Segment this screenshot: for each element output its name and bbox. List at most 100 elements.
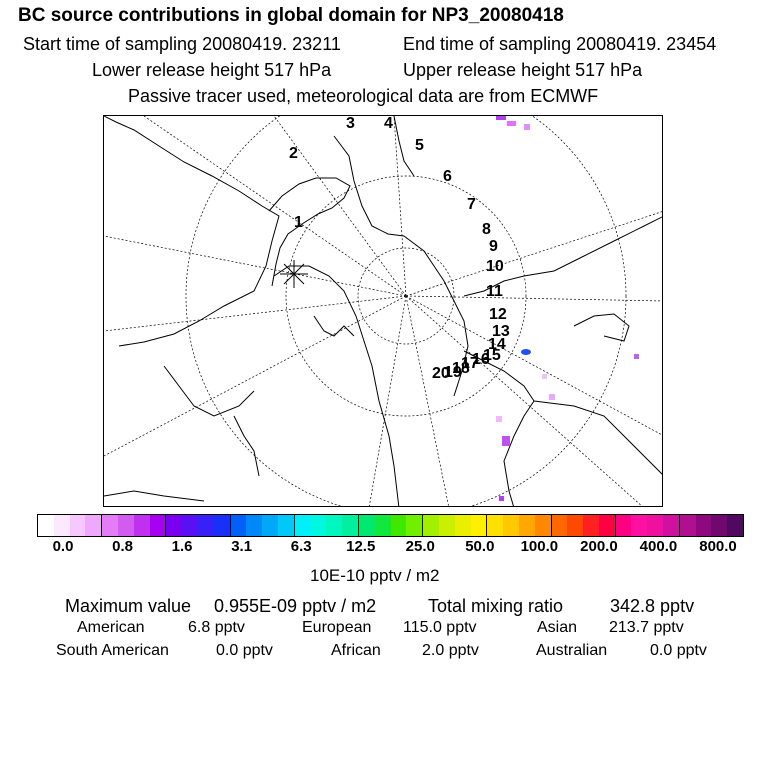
- trajectory-label-1: 1: [294, 214, 303, 231]
- colorbar-swatch: [85, 515, 102, 536]
- colorbar-swatch: [503, 515, 519, 536]
- polar-map[interactable]: 1 2 3 4 5 6 7 8 9 10 11 12 13 14 15 16 1…: [103, 115, 663, 507]
- colorbar-tick-label: 3.1: [231, 538, 253, 555]
- colorbar-swatch: [583, 515, 599, 536]
- colorbar-swatch: [133, 515, 150, 536]
- colorbar-swatch: [149, 515, 166, 536]
- map-graticule: [104, 116, 662, 506]
- trajectory-label-16: 16: [472, 351, 490, 368]
- trajectory-label-2: 2: [289, 145, 298, 162]
- colorbar-swatch: [165, 515, 183, 536]
- source-value-australian: 0.0 pptv: [650, 642, 707, 659]
- colorbar-swatch: [534, 515, 551, 536]
- trajectory-label-11: 11: [486, 283, 503, 300]
- lower-height-label: Lower release height 517 hPa: [92, 60, 332, 80]
- colorbar-swatch: [117, 515, 134, 536]
- colorbar-swatch: [631, 515, 648, 536]
- colorbar-swatch: [342, 515, 358, 536]
- trajectory-label-6: 6: [443, 168, 452, 185]
- colorbar-swatch: [727, 515, 744, 536]
- colorbar-swatch: [711, 515, 728, 536]
- colorbar-swatch: [53, 515, 70, 536]
- colorbar-tick-label: 800.0: [699, 538, 737, 555]
- colorbar-swatch: [38, 515, 54, 536]
- colorbar-swatch: [182, 515, 198, 536]
- colorbar-tick-label: 100.0: [520, 538, 559, 555]
- colorbar-swatch: [567, 515, 584, 536]
- colorbar-swatch: [647, 515, 664, 536]
- colorbar-tick-label: 12.5: [346, 538, 376, 555]
- trajectory-label-13: 13: [492, 323, 510, 340]
- colorbar-swatch: [101, 515, 118, 536]
- colorbar-tick-label: 1.6: [171, 538, 193, 555]
- colorbar-swatch: [470, 515, 487, 536]
- trajectory-label-14: 14: [488, 336, 506, 353]
- trajectory-label-15: 15: [483, 347, 501, 364]
- colorbar-swatch: [518, 515, 535, 536]
- colorbar-tick-label: 0.0: [52, 538, 74, 555]
- trajectory-label-17: 17: [461, 355, 479, 372]
- trajectory-label-5: 5: [415, 137, 424, 154]
- trajectory-label-9: 9: [489, 238, 498, 255]
- colorbar-tick-label: 200.0: [580, 538, 618, 555]
- colorbar-swatch: [550, 515, 568, 536]
- source-value-asian: 213.7 pptv: [609, 619, 684, 636]
- colorbar-swatch: [598, 515, 615, 536]
- colorbar-swatch: [663, 515, 679, 536]
- colorbar-swatch: [486, 515, 504, 536]
- colorbar-swatch: [246, 515, 263, 536]
- colorbar-swatch: [614, 515, 632, 536]
- colorbar-swatch: [374, 515, 391, 536]
- source-value-american: 6.8 pptv: [188, 619, 245, 636]
- colorbar-tick-label: 50.0: [465, 538, 495, 555]
- trajectory-label-18: 18: [452, 360, 470, 377]
- max-value: 0.955E-09 pptv / m2: [214, 596, 377, 616]
- trajectory-label-19: 19: [444, 364, 462, 381]
- source-value-south-american: 0.0 pptv: [216, 642, 273, 659]
- colorbar-swatch: [678, 515, 696, 536]
- colorbar-swatch: [406, 515, 423, 536]
- total-mixing-label: Total mixing ratio: [428, 596, 564, 616]
- source-name-south-american: South American: [56, 642, 169, 659]
- source-name-american: American: [77, 619, 145, 636]
- colorbar-swatch: [293, 515, 311, 536]
- source-value-african: 2.0 pptv: [422, 642, 479, 659]
- trajectory-label-10: 10: [486, 258, 504, 275]
- trajectory-label-3: 3: [346, 115, 355, 132]
- colorbar-swatch: [262, 515, 278, 536]
- trajectory-label-8: 8: [482, 221, 491, 238]
- colorbar-swatch: [695, 515, 712, 536]
- colorbar-swatch: [310, 515, 327, 536]
- colorbar-tick-label: 6.3: [290, 538, 312, 555]
- colorbar-swatch: [69, 515, 86, 536]
- upper-height-label: Upper release height 517 hPa: [403, 60, 643, 80]
- trajectory-label-7: 7: [467, 196, 476, 213]
- tracer-note: Passive tracer used, meteorological data…: [128, 86, 599, 106]
- max-value-label: Maximum value: [65, 596, 192, 616]
- colorbar-swatch: [357, 515, 375, 536]
- colorbar-swatch: [229, 515, 247, 536]
- colorbar: [37, 514, 744, 537]
- colorbar-swatch: [454, 515, 471, 536]
- colorbar-unit: 10E-10 pptv / m2: [310, 566, 440, 585]
- source-name-african: African: [331, 642, 381, 659]
- source-value-european: 115.0 pptv: [403, 619, 477, 636]
- colorbar-tick-label: 400.0: [639, 538, 678, 555]
- total-mixing-value: 342.8 pptv: [610, 596, 695, 616]
- colorbar-swatch: [422, 515, 439, 536]
- colorbar-swatch: [438, 515, 455, 536]
- colorbar-tick-label: 0.8: [112, 538, 133, 555]
- colorbar-swatch: [390, 515, 407, 536]
- end-time-label: End time of sampling 20080419. 23454: [403, 34, 717, 54]
- colorbar-swatch: [326, 515, 343, 536]
- start-time-label: Start time of sampling 20080419. 23211: [23, 34, 341, 54]
- trajectory-label-4: 4: [384, 115, 393, 132]
- source-name-australian: Australian: [536, 642, 608, 659]
- colorbar-swatch: [213, 515, 230, 536]
- colorbar-swatch: [277, 515, 294, 536]
- source-name-european: European: [302, 619, 372, 636]
- source-name-asian: Asian: [537, 619, 578, 636]
- trajectory-label-12: 12: [489, 306, 507, 323]
- trajectory-label-20: 20: [432, 365, 450, 382]
- plot-title: BC source contributions in global domain…: [18, 5, 564, 26]
